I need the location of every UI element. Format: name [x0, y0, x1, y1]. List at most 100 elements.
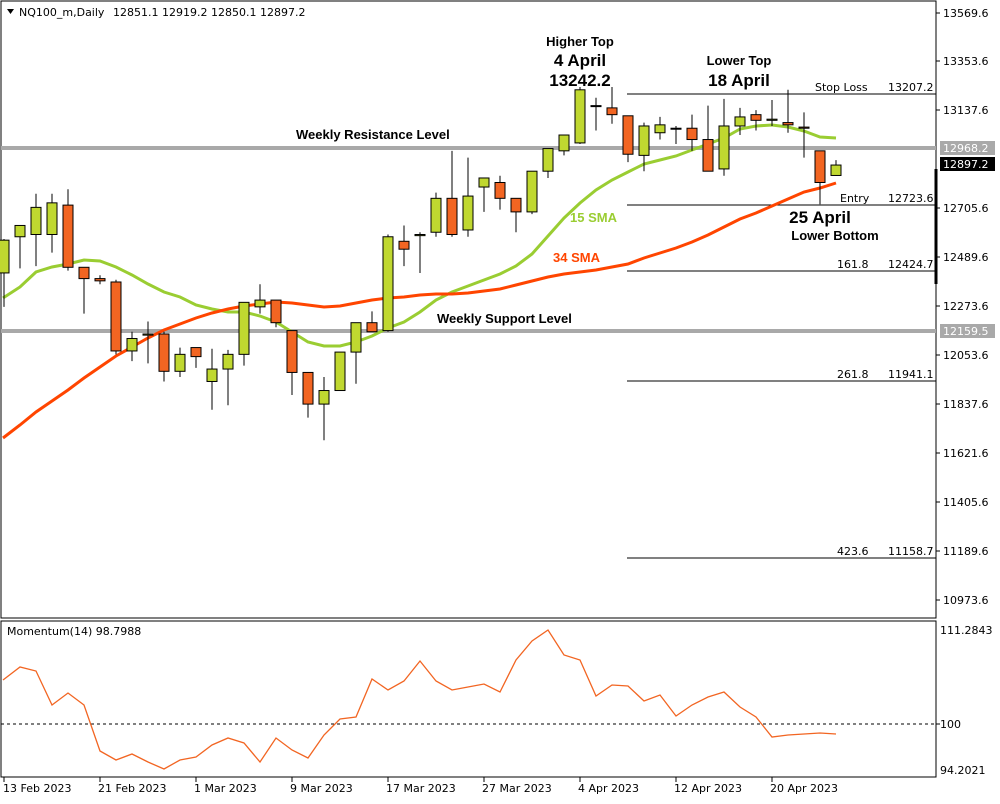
bear-candle[interactable]	[686, 127, 698, 141]
momentum-title: Momentum(14) 98.7988	[7, 625, 141, 638]
bear-candle[interactable]	[190, 347, 202, 358]
bull-candle[interactable]	[526, 170, 538, 213]
bull-candle[interactable]	[830, 164, 842, 176]
bull-candle[interactable]	[126, 338, 138, 352]
bull-candle[interactable]	[766, 118, 778, 121]
bear-candle[interactable]	[158, 333, 170, 372]
price-tick: 11405.6	[936, 496, 989, 509]
lower-bottom-date: 25 April	[789, 208, 851, 227]
bear-candle[interactable]	[110, 281, 122, 352]
bull-candle[interactable]	[142, 333, 154, 336]
bull-candle[interactable]	[0, 239, 10, 274]
bear-candle[interactable]	[286, 330, 298, 373]
time-tick: 20 Apr 2023	[770, 777, 838, 795]
current-price-label: 12897.2	[943, 158, 989, 171]
price-tick: 13569.6	[936, 7, 989, 20]
fib-261-value: 11941.1	[888, 368, 934, 381]
bear-candle[interactable]	[510, 197, 522, 213]
bull-candle[interactable]	[654, 124, 666, 134]
bull-candle[interactable]	[718, 125, 730, 170]
ohlc-values: 12851.1 12919.2 12850.1 12897.2	[113, 6, 305, 19]
bull-candle[interactable]	[350, 322, 362, 353]
bear-candle[interactable]	[94, 278, 106, 282]
bear-candle[interactable]	[62, 204, 74, 268]
bull-candle[interactable]	[574, 89, 586, 144]
candlesticks[interactable]	[0, 87, 842, 441]
bear-candle[interactable]	[446, 197, 458, 236]
bull-candle[interactable]	[254, 299, 266, 308]
momentum-panel[interactable]	[0, 620, 937, 778]
fib-261-label: 261.8	[837, 368, 869, 381]
svg-text:12273.6: 12273.6	[943, 300, 989, 313]
sma34-line[interactable]	[2, 181, 837, 440]
stop-loss-value: 13207.2	[888, 81, 934, 94]
bull-candle[interactable]	[382, 236, 394, 332]
svg-text:20 Apr 2023: 20 Apr 2023	[770, 782, 838, 795]
fib-423-label: 423.6	[837, 545, 869, 558]
bear-candle[interactable]	[750, 114, 762, 121]
time-tick: 9 Mar 2023	[290, 777, 353, 795]
bull-candle[interactable]	[206, 368, 218, 382]
symbol-header: NQ100_m,Daily 12851.1 12919.2 12850.1 12…	[7, 6, 305, 19]
bear-candle[interactable]	[302, 371, 314, 405]
bull-candle[interactable]	[334, 351, 346, 392]
bull-candle[interactable]	[414, 234, 426, 237]
bull-candle[interactable]	[542, 148, 554, 172]
sma15-line[interactable]	[2, 123, 837, 348]
dropdown-triangle-icon[interactable]	[7, 9, 14, 14]
bull-candle[interactable]	[46, 202, 58, 236]
higher-top-title: Higher Top	[546, 34, 614, 49]
bull-candle[interactable]	[670, 127, 682, 130]
bear-candle[interactable]	[622, 115, 634, 155]
higher-top-date: 4 April	[554, 51, 606, 70]
bear-candle[interactable]	[270, 299, 282, 324]
price-tick: 13137.6	[936, 104, 989, 117]
bull-candle[interactable]	[590, 105, 602, 108]
trade-levels: Stop Loss 13207.2 Entry 12723.6 161.8 12…	[627, 81, 936, 559]
fib-423-value: 11158.7	[888, 545, 934, 558]
bear-candle[interactable]	[814, 150, 826, 183]
bear-candle[interactable]	[366, 322, 378, 333]
bull-candle[interactable]	[174, 353, 186, 372]
symbol-label: NQ100_m,Daily	[19, 6, 105, 19]
svg-text:12 Apr 2023: 12 Apr 2023	[674, 782, 742, 795]
bull-candle[interactable]	[430, 197, 442, 233]
bull-candle[interactable]	[14, 224, 26, 238]
bear-candle[interactable]	[782, 122, 794, 126]
bear-candle[interactable]	[606, 107, 618, 116]
weekly-support-label: Weekly Support Level	[437, 311, 572, 326]
stop-loss-label: Stop Loss	[815, 81, 868, 94]
bull-candle[interactable]	[478, 177, 490, 188]
time-axis[interactable]: 13 Feb 2023 21 Feb 2023 1 Mar 2023 9 Mar…	[3, 777, 838, 795]
bear-candle[interactable]	[494, 181, 506, 199]
price-tick: 12273.6	[936, 300, 989, 313]
lower-top-date: 18 April	[708, 71, 770, 90]
svg-text:13 Feb 2023: 13 Feb 2023	[3, 782, 71, 795]
bull-candle[interactable]	[638, 125, 650, 156]
price-tick: 11189.6	[936, 545, 989, 558]
resistance-price-label: 12968.2	[943, 142, 989, 155]
bear-candle[interactable]	[702, 139, 714, 172]
price-tick: 12489.6	[936, 251, 989, 264]
bull-candle[interactable]	[734, 116, 746, 127]
svg-text:12705.6: 12705.6	[943, 202, 989, 215]
momentum-line[interactable]	[2, 629, 837, 770]
bear-candle[interactable]	[78, 266, 90, 280]
svg-text:17 Mar 2023: 17 Mar 2023	[386, 782, 456, 795]
current-price-tag	[940, 157, 995, 171]
price-axis[interactable]: 13569.6 13353.6 13137.6 12705.6 12489.6 …	[934, 7, 995, 607]
bear-candle[interactable]	[398, 240, 410, 250]
price-panel[interactable]	[0, 0, 937, 619]
support-price-tag	[940, 324, 995, 338]
bull-candle[interactable]	[462, 195, 474, 231]
bear-candle[interactable]	[798, 126, 810, 129]
bull-candle[interactable]	[558, 134, 570, 152]
svg-text:27 Mar 2023: 27 Mar 2023	[482, 782, 552, 795]
price-tick: 11621.6	[936, 447, 989, 460]
bull-candle[interactable]	[238, 301, 250, 355]
bull-candle[interactable]	[222, 353, 234, 370]
bull-candle[interactable]	[30, 206, 42, 236]
bull-candle[interactable]	[318, 390, 330, 405]
